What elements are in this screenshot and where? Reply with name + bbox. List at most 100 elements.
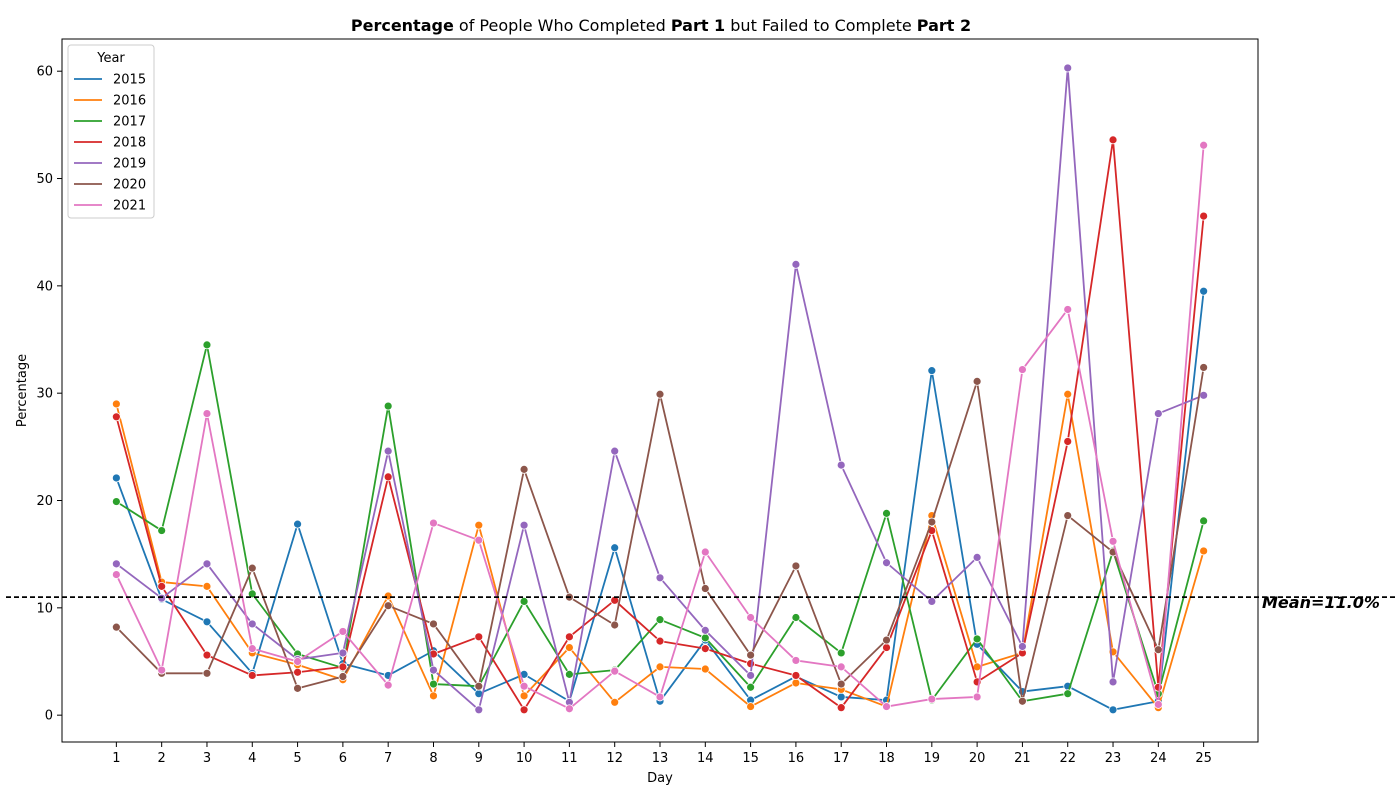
- data-point: [519, 705, 529, 715]
- data-point: [1199, 286, 1209, 296]
- y-tick-label: 60: [36, 65, 53, 80]
- data-point: [1063, 305, 1073, 314]
- data-point: [1108, 135, 1118, 145]
- data-point: [202, 559, 212, 569]
- y-tick-label: 50: [36, 172, 53, 187]
- data-point: [1018, 365, 1027, 374]
- data-point: [1153, 409, 1163, 418]
- data-point: [882, 635, 891, 645]
- series-2016: [111, 389, 1209, 713]
- x-tick-label: 7: [384, 751, 392, 766]
- x-axis: 1 2 3 4 5 6 7 8 9 10 11 12 13 14 15 16 17 18 19 20 21 22 23 24 2…: [112, 742, 1212, 766]
- data-point: [836, 662, 846, 672]
- legend-item-2016: 2016: [74, 94, 146, 109]
- data-point: [202, 617, 212, 627]
- data-point: [836, 692, 846, 702]
- data-point: [882, 643, 891, 652]
- legend-label: 2018: [113, 136, 146, 151]
- data-point: [1153, 645, 1163, 655]
- data-point: [927, 517, 937, 527]
- data-point: [247, 644, 257, 654]
- data-point: [202, 668, 212, 678]
- data-point: [882, 508, 891, 518]
- data-point: [700, 664, 710, 674]
- data-point: [1018, 642, 1027, 651]
- x-tick-label: 14: [697, 751, 714, 766]
- data-point: [157, 593, 167, 603]
- x-tick-label: 23: [1105, 751, 1122, 766]
- data-point: [474, 681, 484, 691]
- data-point: [1063, 389, 1073, 399]
- data-point: [1199, 516, 1209, 526]
- data-point: [338, 672, 348, 681]
- x-tick-label: 19: [924, 751, 941, 766]
- data-point: [927, 694, 937, 704]
- x-tick-label: 24: [1150, 751, 1167, 766]
- data-point: [293, 657, 302, 666]
- y-axis: 0 10 20 30 40 50 60: [36, 65, 62, 724]
- legend-item-2020: 2020: [74, 178, 146, 193]
- data-point: [474, 705, 484, 715]
- legend-item-2018: 2018: [74, 136, 146, 151]
- data-point: [1063, 689, 1073, 699]
- series-2021: [111, 140, 1209, 714]
- data-point: [655, 573, 665, 583]
- x-tick-label: 3: [203, 751, 211, 766]
- series-line-2015: [115, 291, 1205, 711]
- x-tick-label: 25: [1195, 751, 1212, 766]
- x-tick-label: 9: [475, 751, 483, 766]
- data-point: [111, 559, 121, 569]
- y-tick-label: 20: [36, 494, 53, 509]
- legend-label: 2019: [113, 157, 146, 172]
- data-point: [383, 446, 393, 456]
- data-point: [1063, 63, 1073, 73]
- data-point: [655, 662, 665, 672]
- data-point: [429, 679, 438, 689]
- data-point: [202, 340, 212, 350]
- data-point: [111, 399, 121, 409]
- data-point: [247, 671, 257, 680]
- data-point: [1108, 705, 1118, 715]
- chart-title-part: of People Who Completed: [454, 16, 671, 35]
- data-point: [474, 535, 484, 545]
- data-point: [383, 591, 393, 601]
- data-point: [972, 634, 982, 644]
- x-tick-label: 4: [248, 751, 256, 766]
- data-point: [1199, 546, 1209, 556]
- data-point: [247, 563, 257, 573]
- x-tick-label: 5: [293, 751, 301, 766]
- series-line-2016: [115, 393, 1205, 709]
- data-point: [202, 650, 212, 660]
- data-point: [927, 366, 937, 376]
- data-point: [157, 581, 167, 591]
- y-tick-label: 10: [36, 601, 53, 616]
- data-point: [972, 376, 982, 386]
- x-tick-label: 21: [1014, 751, 1031, 766]
- chart-title: Percentage of People Who Completed Part …: [351, 16, 971, 35]
- data-point: [157, 665, 167, 675]
- data-point: [746, 702, 756, 711]
- data-point: [564, 704, 574, 714]
- x-tick-label: 13: [652, 751, 669, 766]
- data-point: [429, 691, 438, 701]
- x-tick-label: 15: [742, 751, 759, 766]
- data-point: [429, 518, 438, 528]
- data-point: [383, 680, 393, 690]
- legend-label: 2017: [113, 115, 146, 130]
- x-tick-label: 6: [339, 751, 347, 766]
- data-point: [1199, 140, 1209, 150]
- data-point: [1018, 696, 1027, 706]
- data-point: [655, 636, 665, 646]
- data-point: [1108, 536, 1118, 546]
- data-point: [791, 259, 801, 269]
- data-point: [746, 650, 756, 660]
- data-point: [338, 662, 348, 672]
- data-point: [882, 558, 891, 568]
- data-point: [791, 561, 801, 571]
- data-point: [700, 584, 710, 593]
- y-tick-label: 0: [45, 709, 53, 724]
- data-point: [429, 619, 438, 629]
- chart-title-part: Percentage: [351, 16, 454, 35]
- series-2018: [111, 135, 1209, 715]
